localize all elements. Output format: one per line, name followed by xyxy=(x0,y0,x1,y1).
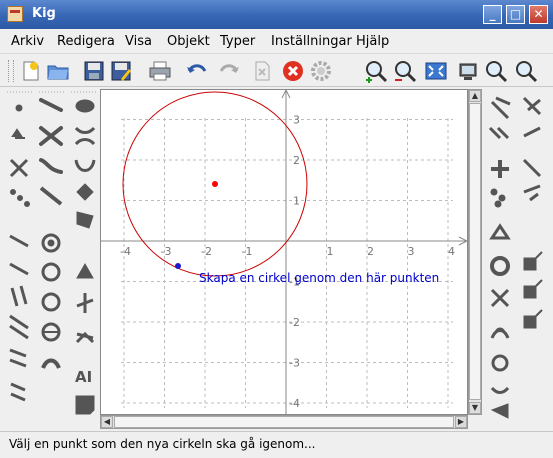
fit-to-page-icon[interactable] xyxy=(424,59,448,83)
y-tick-label: -3 xyxy=(289,357,300,370)
menubar: Arkiv Redigera Visa Objekt Typer Inställ… xyxy=(0,29,553,53)
scroll-right-arrow[interactable]: ▶ xyxy=(455,416,467,428)
y-tick-label: -4 xyxy=(289,397,300,410)
horizontal-scroll-thumb[interactable] xyxy=(114,416,454,428)
intersection-icon xyxy=(9,158,29,178)
window-title: Kig xyxy=(32,6,56,21)
maximize-button[interactable]: □ xyxy=(506,5,525,24)
redo-icon[interactable] xyxy=(217,59,241,83)
status-message: Välj en punkt som den nya cirkeln ska gå… xyxy=(9,437,316,451)
scroll-down-arrow[interactable]: ▼ xyxy=(469,402,481,414)
main-toolbar xyxy=(0,53,553,87)
new-document-icon[interactable] xyxy=(19,59,43,83)
menu-objekt[interactable]: Objekt xyxy=(167,34,210,49)
right-object-toolbars xyxy=(484,88,550,428)
screenshot-icon[interactable] xyxy=(456,59,480,83)
construction-tooltip: Skapa en cirkel genom den här punkten xyxy=(199,271,439,285)
right-tool-icons[interactable] xyxy=(484,88,550,428)
x-axis-arrow xyxy=(458,236,467,246)
print-icon[interactable] xyxy=(148,59,172,83)
menu-arkiv[interactable]: Arkiv xyxy=(11,34,45,49)
vertical-scrollbar[interactable]: ▲ ▼ xyxy=(468,89,482,415)
save-icon[interactable] xyxy=(82,59,106,83)
zoom-out-icon[interactable] xyxy=(393,59,417,83)
delete-icon[interactable] xyxy=(250,59,274,83)
y-tick-label: -1 xyxy=(289,276,300,289)
close-window-button[interactable]: ✕ xyxy=(529,5,548,24)
y-tick-label: -2 xyxy=(289,316,300,329)
horizontal-scrollbar[interactable]: ◀ ▶ xyxy=(100,415,468,429)
zoom-search-icon[interactable] xyxy=(514,59,538,83)
center-point[interactable] xyxy=(212,181,218,187)
scroll-up-arrow[interactable]: ▲ xyxy=(469,90,481,102)
x-tick-label: -1 xyxy=(242,245,253,258)
through-point[interactable] xyxy=(175,263,181,269)
menu-installningar[interactable]: Inställningar xyxy=(271,34,352,49)
settings-gear-icon[interactable] xyxy=(309,59,333,83)
title-bar: Kig _ □ ✕ xyxy=(0,0,553,29)
menu-redigera[interactable]: Redigera xyxy=(57,34,115,49)
zoom-in-icon[interactable] xyxy=(364,59,388,83)
cancel-icon[interactable] xyxy=(281,59,305,83)
vertical-scroll-thumb[interactable] xyxy=(469,103,481,400)
save-as-icon[interactable] xyxy=(109,59,133,83)
menu-hjalp[interactable]: Hjälp xyxy=(356,34,390,49)
y-tick-label: 3 xyxy=(293,114,300,127)
constrained-point-icon xyxy=(11,128,25,139)
zoom-area-icon[interactable] xyxy=(484,59,508,83)
x-tick-label: 2 xyxy=(367,245,374,258)
x-tick-label: -4 xyxy=(120,245,131,258)
y-tick-label: 2 xyxy=(293,154,300,167)
menu-visa[interactable]: Visa xyxy=(125,34,152,49)
x-tick-label: -2 xyxy=(201,245,212,258)
kig-app-icon xyxy=(7,6,23,22)
y-axis-arrow xyxy=(281,90,291,99)
scroll-left-arrow[interactable]: ◀ xyxy=(101,416,113,428)
x-tick-label: 3 xyxy=(408,245,415,258)
undo-icon[interactable] xyxy=(185,59,209,83)
status-bar: Välj en punkt som den nya cirkeln ska gå… xyxy=(0,431,553,458)
open-folder-icon[interactable] xyxy=(46,59,70,83)
left-object-toolbars: AI xyxy=(3,88,98,428)
canvas-drawing[interactable]: -4 -3 -2 -1 1 2 3 4 3 2 1 -1 -2 -3 -4 Skapa en cirkel… xyxy=(101,90,467,414)
x-tick-label: 4 xyxy=(448,245,455,258)
svg-text:AI: AI xyxy=(75,368,92,386)
geometry-canvas[interactable]: -4 -3 -2 -1 1 2 3 4 3 2 1 -1 -2 -3 -4 Skapa en cirkel… xyxy=(100,89,468,415)
y-tick-label: 1 xyxy=(293,195,300,208)
minimize-button[interactable]: _ xyxy=(483,5,502,24)
menu-typer[interactable]: Typer xyxy=(220,34,256,49)
left-tool-icons[interactable]: AI xyxy=(3,88,98,428)
toolbar-grip[interactable] xyxy=(8,60,14,82)
x-tick-label: 1 xyxy=(327,245,334,258)
circle-object[interactable] xyxy=(122,91,308,277)
point-tool-icon xyxy=(15,104,23,112)
x-tick-label: -3 xyxy=(161,245,172,258)
